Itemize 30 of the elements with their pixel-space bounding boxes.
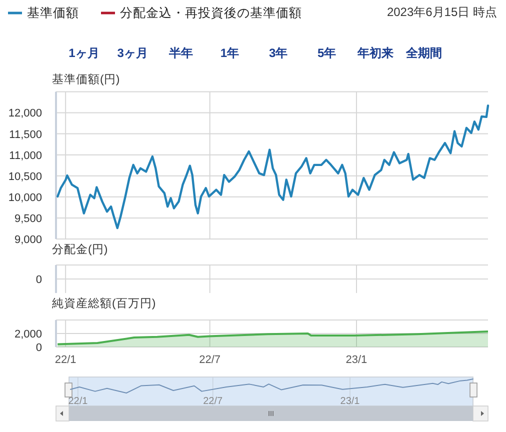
- text: 3ヶ月: [117, 46, 148, 60]
- x-tick-label: 23/1: [340, 396, 360, 407]
- y-tick-label: 10,500: [8, 170, 42, 183]
- y-tick-label: 0: [36, 342, 42, 354]
- text: 年初来: [356, 46, 394, 60]
- legend-label: 基準価額: [27, 6, 79, 20]
- x-tick-label: 22/7: [199, 354, 221, 366]
- y-axis-title: 純資産総額(百万円): [52, 296, 156, 310]
- y-tick-label: 2,000: [14, 328, 42, 340]
- x-tick-label: 23/1: [346, 354, 368, 366]
- y-tick-label: 9,500: [14, 212, 42, 225]
- y-tick-label: 10,000: [8, 192, 42, 204]
- text: 2023年6月15日 時点: [386, 5, 497, 19]
- x-tick-label: 22/1: [54, 354, 76, 366]
- legend-label: 分配金込・再投資後の基準価額: [120, 6, 302, 20]
- text: 全期間: [405, 46, 442, 60]
- y-axis-title: 基準価額(円): [52, 72, 120, 86]
- y-tick-label: 11,500: [9, 128, 42, 141]
- x-tick-label: 22/1: [68, 396, 88, 407]
- line-series: [56, 104, 490, 230]
- text: 半年: [168, 46, 194, 60]
- text: 5年: [318, 46, 336, 60]
- text: 1ヶ月: [68, 46, 100, 60]
- x-tick-label: 22/7: [203, 396, 224, 407]
- text: 3年: [268, 46, 288, 60]
- y-tick-label: 11,000: [9, 150, 42, 162]
- y-tick-label: 9,000: [14, 234, 42, 246]
- text: 分配金(円): [52, 243, 108, 256]
- y-tick-label: 12,000: [8, 108, 42, 120]
- text: 1年: [220, 46, 240, 60]
